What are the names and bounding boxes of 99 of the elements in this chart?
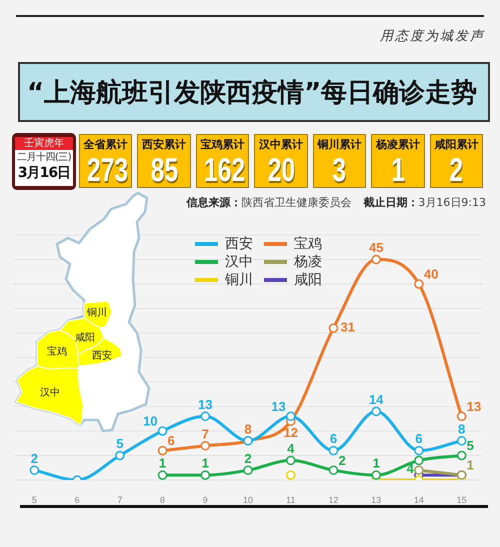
annotation: 汉中 [40,386,60,399]
card: 杨凌累计 1 [371,134,425,188]
point [158,446,168,456]
data-label: 3 [332,151,346,189]
x-tick-label: 12 [328,494,338,505]
data-label: 14 [368,392,384,407]
point [414,446,424,456]
data-label: 162 [204,151,246,189]
legend-label: 西安 [225,236,253,252]
data-label: 5 [466,438,474,454]
text: 信息来源：陕西省卫生健康委员会 [186,196,352,209]
legend-label: 铜川 [225,272,253,288]
data-label: 20 [267,151,295,189]
point [243,465,253,475]
data-label: 1 [466,458,474,473]
data-label: 10 [143,414,158,429]
legend-label: 汉中 [225,254,253,270]
x-tick-label: 5 [32,494,37,505]
point [286,456,296,466]
point [414,456,424,466]
data-label: 7 [202,426,209,442]
data-label: 40 [424,266,438,282]
legend-label: 咸阳 [294,272,322,288]
point [286,412,296,422]
point [286,470,296,480]
point [414,465,424,475]
point [456,436,466,446]
point [30,465,40,475]
data-label: 6 [330,431,338,446]
x-tick-label: 9 [202,494,208,505]
data-label: 1 [202,456,209,471]
point [371,470,381,480]
annotation: 咸阳 [75,332,95,344]
card: 咸阳累计 2 [430,134,483,188]
x-tick-label: 8 [160,494,166,505]
card: 铜川累计 3 [312,134,366,188]
banner: “上海航班引发陕西疫情”每日确诊走势 [18,62,490,122]
annotation: 铜川 [86,306,107,319]
annotation: 西安 [92,350,112,362]
point [328,446,338,456]
category-label: 西安累计 [142,138,186,151]
text: 截止日期：3月16日9:13 [363,196,486,209]
x-tick-label: 13 [371,494,382,505]
data-label: 1 [390,151,405,189]
data-label: 2 [244,450,252,466]
annotation: 宝鸡 [47,346,67,358]
category-label: 铜川累计 [317,138,362,151]
category-label: 宝鸡累计 [200,138,245,151]
point [328,465,338,475]
data-label: 6 [415,431,423,446]
data-label: 8 [244,421,252,436]
legend-label: 杨凌 [294,254,322,270]
x-tick-label: 15 [456,494,467,505]
category-label: 杨凌累计 [376,138,420,151]
category-label: 汉中累计 [258,138,303,151]
point [371,254,381,264]
data-label: 4 [287,440,296,456]
point [158,426,168,436]
data-label: 13 [271,398,286,414]
calendar-icon: 壬寅虎年 二月十四(三) 3月16日 [12,133,76,190]
data-label: 6 [168,433,175,448]
x-tick-label: 10 [242,494,254,505]
point [456,412,466,422]
data-label: 2 [30,450,38,466]
card: 西安累计 85 [137,134,191,188]
point [414,279,424,289]
point [200,440,210,450]
x-tick-label: 6 [74,494,80,505]
point [200,470,210,480]
point [158,470,168,480]
card: 全省累计 273 [79,134,132,188]
point [371,406,381,416]
card: 汉中累计 20 [254,134,308,188]
data-label: 2 [449,151,464,189]
data-label: 2 [338,452,346,468]
data-label: 31 [340,320,355,335]
data-label: 13 [198,396,213,412]
point [456,450,466,460]
point [328,323,338,333]
point [115,450,125,460]
category-label: 咸阳累计 [434,138,478,151]
category-label: 全省累计 [84,138,128,151]
data-label: 85 [150,151,178,189]
text: 用态度为城发声 [380,29,485,44]
data-label: 45 [368,240,384,256]
data-label: 273 [86,151,128,189]
data-label: 1 [158,456,166,471]
data-label: 1 [372,456,380,471]
card: 宝鸡累计 162 [196,134,250,188]
x-tick-label: 7 [117,494,122,505]
point [200,412,210,422]
data-label: 12 [283,424,298,440]
data-label: 4 [406,460,415,476]
legend-label: 宝鸡 [294,236,322,252]
x-tick-label: 11 [286,494,296,505]
x-tick-label: 14 [414,494,424,505]
data-label: 5 [116,436,124,452]
data-label: 13 [466,398,482,414]
data-label: 8 [458,421,466,436]
